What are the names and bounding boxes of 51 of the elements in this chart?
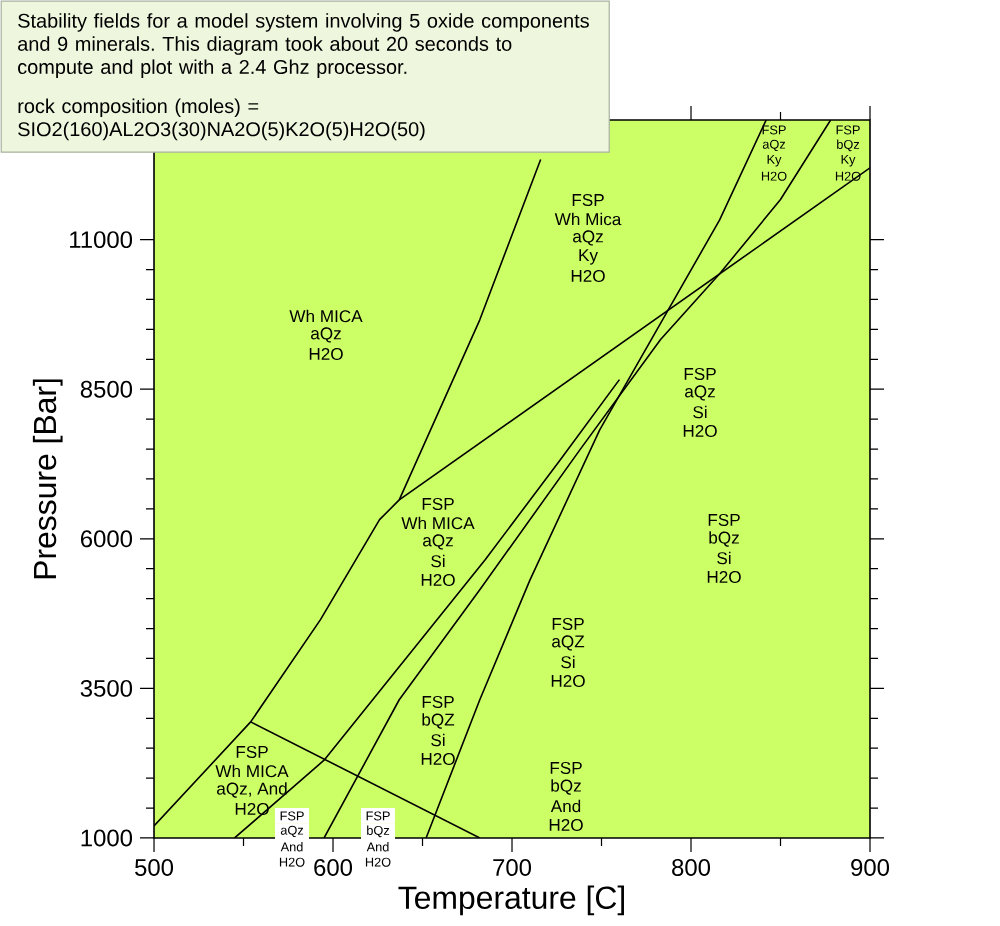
annotation: aQz: [423, 534, 453, 550]
annotation: FSP: [236, 745, 268, 759]
annotation: Ky: [579, 249, 598, 265]
annotation: H2O: [551, 674, 585, 688]
annotation: aQz, And: [217, 782, 287, 798]
annotation: FSP: [422, 695, 454, 709]
chart-title: Stability fields for a model system involving 5 oxide components and 9 minerals. This diagram took about 20 seconds to compute and plot with a 2.4 Ghz processor.: [18, 13, 589, 78]
annotation: Wh MICA: [401, 516, 475, 530]
annotation: bQZ: [422, 713, 455, 729]
annotation: FSP: [708, 513, 740, 527]
annotation: H2O: [707, 570, 741, 584]
annotation: Si: [561, 655, 575, 669]
y-tick-label: 8500: [80, 380, 133, 398]
annotation: aQz: [311, 327, 341, 343]
annotation: Si: [431, 554, 445, 568]
annotation: H2O: [421, 573, 455, 587]
annotation: H2O: [683, 424, 717, 438]
annotation: Si: [693, 405, 707, 419]
annotation: H2O: [421, 752, 455, 766]
annotation: And: [550, 799, 581, 813]
annotation: bQz: [709, 531, 739, 547]
annotation: aQZ: [552, 635, 585, 651]
annotation: Si: [717, 551, 731, 565]
annotation: FSP: [422, 497, 454, 511]
annotation: aQz: [685, 385, 715, 401]
x-tick-label: 500: [135, 859, 174, 876]
annotation: H2O: [309, 347, 343, 361]
x-tick-label: 800: [672, 859, 711, 876]
y-tick-label: 1000: [81, 829, 133, 847]
annotation: H2O: [235, 802, 269, 816]
annotation: FSP: [684, 367, 716, 381]
annotation: H2O: [571, 269, 605, 283]
x-tick-label: 900: [851, 859, 890, 876]
annotation: Wh MICA: [215, 764, 289, 778]
annotation: Wh MICA: [289, 309, 363, 323]
y-axis-title: Pressure [Bar]: [32, 379, 63, 579]
x-tick-label: 600: [314, 859, 353, 876]
annotation: FSP: [552, 617, 584, 631]
annotation: FSP: [572, 193, 604, 207]
x-axis-title: Temperature [C]: [398, 885, 624, 916]
annotation: FSP: [550, 761, 582, 775]
y-tick-label: 11000: [70, 231, 133, 249]
x-tick-label: 700: [493, 859, 532, 876]
annotation: H2O: [549, 818, 583, 832]
annotation: Si: [431, 733, 445, 747]
y-tick-label: 3500: [80, 679, 133, 697]
annotation: bQz: [551, 779, 581, 795]
annotation: aQz: [573, 230, 603, 246]
chart-subtitle: rock composition (moles) = SIO2(160)AL2O3(30)NA2O(5)K2O(5)H2O(50): [18, 98, 425, 141]
y-tick-label: 6000: [81, 530, 133, 548]
annotation: Wh Mica: [554, 212, 622, 226]
